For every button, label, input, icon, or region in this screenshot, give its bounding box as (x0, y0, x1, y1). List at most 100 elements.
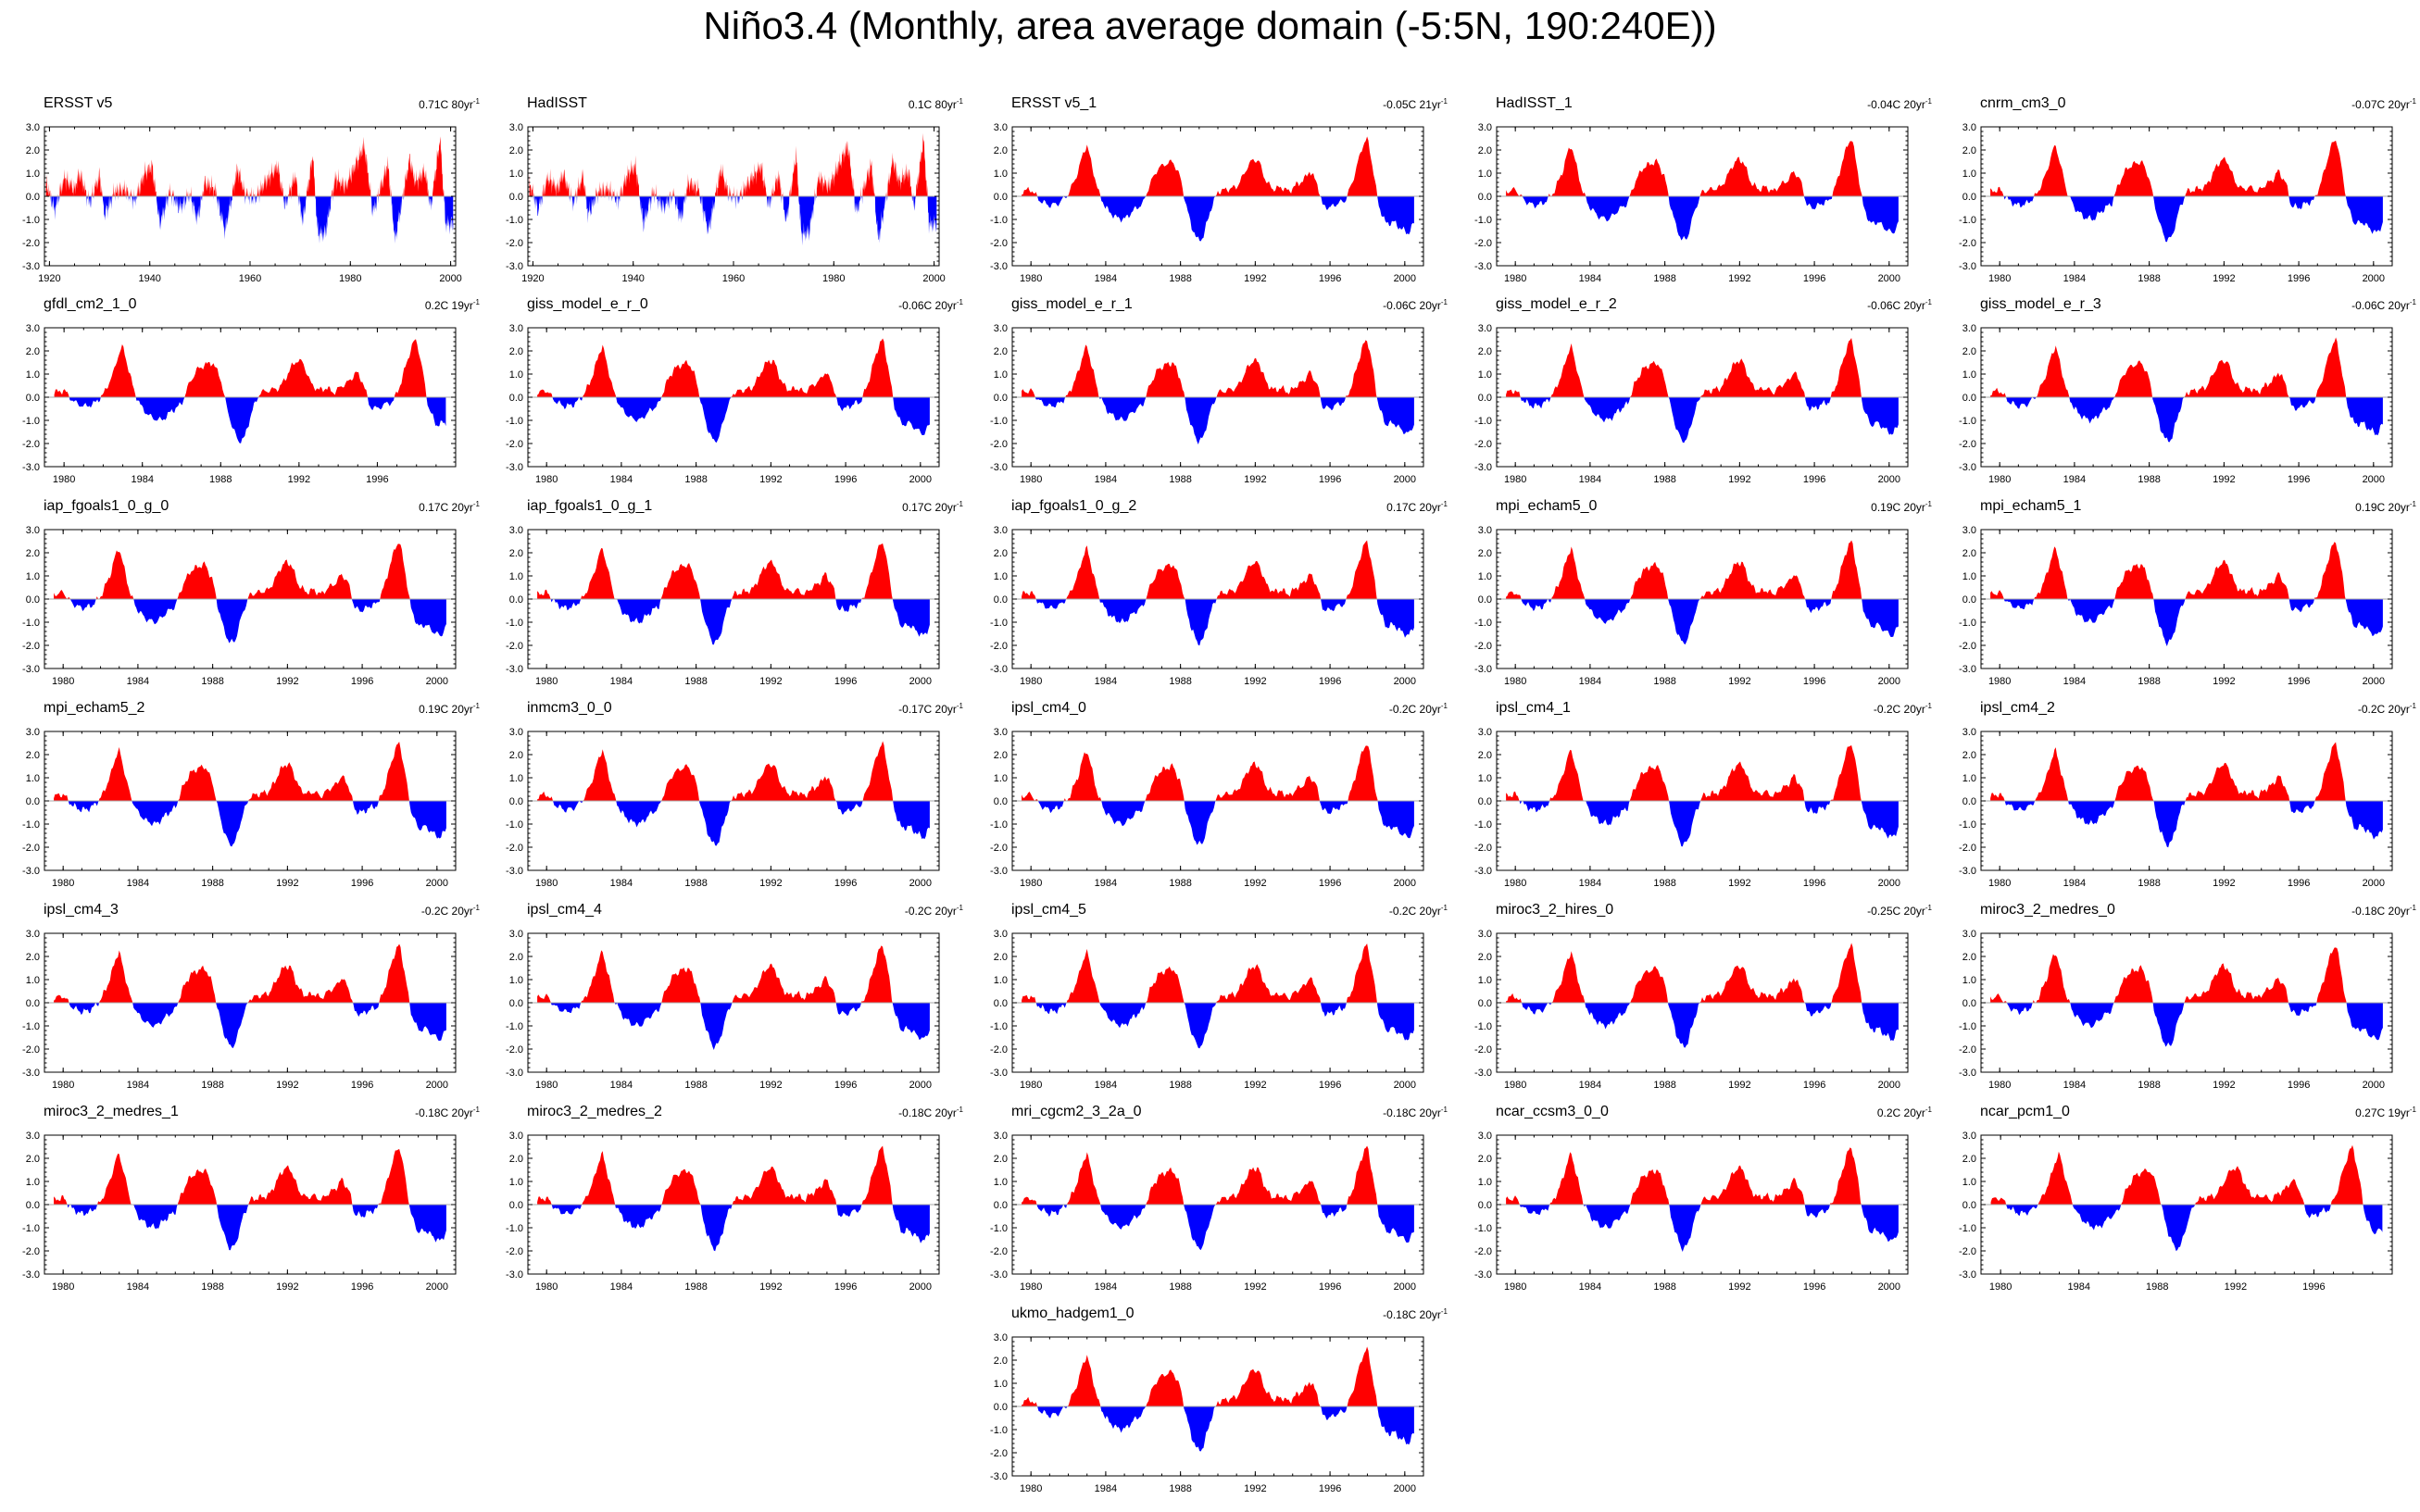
y-tick-label: -2.0 (506, 641, 523, 652)
x-tick-label: 1988 (1169, 676, 1191, 687)
trend-value: 0.27C 19yr (2355, 1106, 2410, 1119)
x-tick-label: 1996 (1319, 474, 1341, 485)
x-tick-label: 1988 (2146, 1281, 2168, 1293)
negative-anomaly-area (1022, 599, 1414, 646)
panel-giss-model-e-r-0: giss_model_e_r_0 -0.06C 20yr-1 3.0 2.0 1.0 0.… (483, 296, 967, 498)
trend-unit: -1 (472, 500, 480, 508)
x-tick-label: 1980 (1020, 474, 1042, 485)
nino34-plot: 3.0 2.0 1.0 0.0 -1.0 -2.0 -3.0 1980 1984 1988 1992… (1959, 122, 2393, 284)
trend-value: -0.06C 20yr (1867, 299, 1925, 312)
x-tick-label: 1988 (1169, 878, 1191, 889)
trend-value: -0.06C 20yr (1383, 299, 1441, 312)
x-tick-label: 1988 (2138, 676, 2160, 687)
trend-value: -0.2C 20yr (1873, 703, 1925, 716)
y-tick-label: 2.0 (1962, 346, 1976, 357)
positive-anomaly-area (1506, 540, 1899, 599)
y-tick-label: 2.0 (994, 1154, 1008, 1165)
y-tick-label: 0.0 (994, 594, 1008, 606)
x-tick-label: 1992 (2213, 1080, 2235, 1091)
trend-unit: -1 (956, 500, 963, 508)
y-tick-label: -2.0 (1474, 439, 1492, 450)
x-tick-label: 1984 (1579, 676, 1601, 687)
negative-anomaly-area (54, 1205, 446, 1251)
x-tick-label: 1992 (759, 474, 782, 485)
x-tick-label: 2000 (1394, 1281, 1416, 1293)
y-tick-label: 1.0 (994, 1177, 1008, 1188)
panel-trend: -0.04C 20yr-1 (1867, 97, 1932, 111)
x-tick-label: 1996 (351, 676, 373, 687)
nino34-plot: 3.0 2.0 1.0 0.0 -1.0 -2.0 -3.0 1980 1984 1988 1992… (506, 323, 940, 485)
x-tick-label: 1992 (1728, 1080, 1750, 1091)
y-tick-label: -2.0 (1959, 439, 1976, 450)
panel-trend: -0.2C 20yr-1 (905, 904, 963, 918)
y-tick-label: 0.0 (509, 192, 523, 203)
nino34-plot: 3.0 2.0 1.0 0.0 -1.0 -2.0 -3.0 1980 1984 1988 1992… (22, 727, 457, 889)
y-tick-label: -2.0 (22, 1246, 40, 1257)
trend-unit: -1 (472, 904, 480, 912)
x-tick-label: 1988 (1169, 1080, 1191, 1091)
y-tick-label: -3.0 (1959, 664, 1976, 675)
panel-title: ipsl_cm4_5 (1011, 902, 1086, 918)
y-tick-label: -2.0 (22, 238, 40, 249)
x-tick-label: 1996 (834, 676, 857, 687)
x-tick-label: 2000 (909, 474, 932, 485)
panel-trend: 0.19C 20yr-1 (2355, 500, 2416, 514)
y-tick-label: -2.0 (506, 1246, 523, 1257)
panel-title: giss_model_e_r_3 (1980, 296, 2101, 312)
nino34-plot: 3.0 2.0 1.0 0.0 -1.0 -2.0 -3.0 1980 1984 1988 1992… (1474, 727, 1909, 889)
y-tick-label: -1.0 (990, 416, 1008, 427)
nino34-plot: 3.0 2.0 1.0 0.0 -1.0 -2.0 -3.0 1980 1984 1988 1992… (1474, 525, 1909, 687)
positive-anomaly-area (54, 742, 446, 801)
x-tick-label: 1980 (1988, 878, 2011, 889)
x-tick-label: 1996 (1319, 1080, 1341, 1091)
panel-title: giss_model_e_r_0 (527, 296, 648, 312)
x-tick-label: 1996 (2288, 474, 2310, 485)
positive-anomaly-area (1022, 745, 1414, 801)
trend-value: -0.2C 20yr (1388, 703, 1441, 716)
y-tick-label: 2.0 (26, 548, 40, 559)
y-tick-label: 1.0 (509, 773, 523, 784)
trend-unit: -1 (1440, 298, 1448, 306)
y-tick-label: -1.0 (506, 215, 523, 226)
panel-trend: -0.2C 20yr-1 (2358, 702, 2416, 716)
y-tick-label: 0.0 (994, 192, 1008, 203)
trend-value: 0.19C 20yr (419, 703, 473, 716)
panel-ncar-ccsm3-0-0: ncar_ccsm3_0_0 0.2C 20yr-1 3.0 2.0 1.0 0.0 -1.… (1452, 1104, 1936, 1306)
y-tick-label: 1.0 (1962, 975, 1976, 986)
x-tick-label: 1992 (1244, 1281, 1266, 1293)
x-tick-label: 1996 (834, 1080, 857, 1091)
x-tick-label: 1988 (1169, 474, 1191, 485)
trend-value: 0.19C 20yr (1871, 501, 1925, 514)
y-tick-label: -1.0 (506, 1223, 523, 1234)
positive-anomaly-area (537, 543, 930, 599)
x-tick-label: 1988 (684, 474, 707, 485)
x-tick-label: 2000 (1394, 474, 1416, 485)
trend-unit: -1 (956, 1106, 963, 1114)
x-tick-label: 1992 (276, 878, 298, 889)
x-tick-label: 1980 (535, 474, 558, 485)
panel-trend: -0.05C 21yr-1 (1383, 97, 1448, 111)
y-tick-label: 3.0 (1478, 929, 1492, 940)
panel-trend: -0.17C 20yr-1 (898, 702, 963, 716)
x-tick-label: 1984 (127, 1080, 149, 1091)
y-tick-label: -2.0 (990, 238, 1008, 249)
trend-value: 0.71C 80yr (419, 98, 473, 111)
positive-anomaly-area (54, 1148, 446, 1205)
y-tick-label: 1.0 (509, 975, 523, 986)
y-tick-label: -2.0 (22, 1044, 40, 1056)
x-tick-label: 1980 (822, 273, 845, 284)
panel-mri-cgcm2-3-2a-0: mri_cgcm2_3_2a_0 -0.18C 20yr-1 3.0 2.0 1.0 0.… (968, 1104, 1451, 1306)
negative-anomaly-area (1990, 1205, 2383, 1252)
panel-hadisst-1: HadISST_1 -0.04C 20yr-1 3.0 2.0 1.0 0.0 -1.0 -2… (1452, 95, 1936, 297)
y-tick-label: 2.0 (1478, 346, 1492, 357)
x-tick-label: 1988 (684, 878, 707, 889)
negative-anomaly-area (1022, 1205, 1414, 1251)
y-tick-label: -1.0 (990, 1425, 1008, 1436)
y-tick-label: 0.0 (509, 998, 523, 1009)
trend-value: -0.25C 20yr (1867, 905, 1925, 918)
trend-value: 0.17C 20yr (902, 501, 957, 514)
negative-anomaly-area (537, 1003, 930, 1050)
positive-anomaly-area (1990, 542, 2383, 599)
x-tick-label: 2000 (1878, 676, 1900, 687)
